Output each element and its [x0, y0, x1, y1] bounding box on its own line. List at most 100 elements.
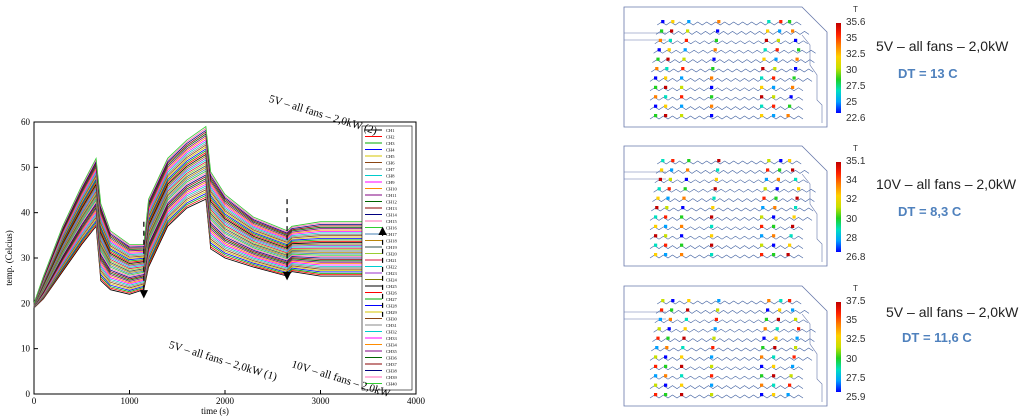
sensor-marker: [792, 355, 796, 359]
sensor-marker: [664, 364, 668, 368]
sensor-marker: [766, 29, 770, 33]
sensor-marker: [788, 243, 792, 247]
tube-row: [654, 40, 808, 45]
sensor-marker: [779, 20, 783, 24]
sensor-marker: [791, 29, 795, 33]
sensor-marker: [680, 393, 684, 397]
legend-label: CH38: [386, 368, 398, 373]
panel-3-dt: DT = 11,6 C: [902, 330, 972, 345]
sensor-marker: [666, 336, 670, 340]
sensor-marker: [760, 76, 764, 80]
tube-row: [652, 198, 815, 202]
color-scale-bar: [836, 23, 841, 113]
sensor-marker: [797, 327, 801, 331]
sensor-marker: [788, 383, 792, 387]
sensor-marker: [760, 253, 764, 257]
legend-label: CH3: [386, 141, 395, 146]
sensor-marker: [684, 38, 688, 42]
series-line: [33, 187, 393, 308]
series-line: [33, 159, 393, 306]
series-line: [33, 127, 393, 304]
x-tick-label: 2000: [216, 396, 235, 406]
series-line: [33, 136, 393, 305]
legend-label: CH7: [386, 167, 395, 172]
sensor-marker: [654, 114, 658, 118]
y-tick-label: 50: [21, 162, 31, 172]
sensor-marker: [710, 224, 714, 228]
tube-row: [649, 366, 804, 371]
panel-3-condition: 5V – all fans – 2,0kW: [886, 304, 1019, 320]
series-line: [33, 194, 393, 308]
legend-label: CH26: [386, 290, 398, 295]
sensor-marker: [795, 336, 799, 340]
sensor-marker: [666, 57, 670, 61]
sensor-marker: [667, 187, 671, 191]
tube-row: [657, 160, 802, 165]
sensor-marker: [760, 234, 764, 238]
sensor-marker: [655, 206, 659, 210]
panel-2-condition: 10V – all fans – 2,0kW: [876, 176, 1017, 192]
sensor-marker: [772, 364, 776, 368]
sensor-marker: [717, 20, 721, 24]
sensor-marker: [762, 196, 766, 200]
legend-label: CH17: [386, 232, 398, 237]
panel-1-condition: 5V – all fans – 2,0kW: [876, 38, 1009, 54]
sensor-marker: [664, 215, 668, 219]
legend-label: CH4: [386, 147, 395, 152]
sensor-marker: [680, 234, 684, 238]
series-line: [33, 168, 393, 307]
color-scale-tick: 35: [846, 33, 858, 44]
series-line: [33, 192, 393, 308]
sensor-marker: [794, 346, 798, 350]
sensor-marker: [761, 346, 765, 350]
legend-label: CH30: [386, 316, 398, 321]
series-line: [33, 189, 393, 308]
sensor-marker: [687, 299, 691, 303]
sensor-marker: [760, 85, 764, 89]
color-scale-title: T: [853, 5, 858, 14]
sensor-marker: [761, 206, 765, 210]
legend-label: CH23: [386, 271, 398, 276]
sensor-marker: [664, 76, 668, 80]
sensor-marker: [712, 57, 716, 61]
sensor-marker: [762, 336, 766, 340]
color-scale-title: T: [853, 144, 858, 153]
rack-frame: [801, 313, 823, 402]
legend-label: CH19: [386, 245, 398, 250]
y-tick-label: 30: [21, 253, 31, 263]
legend-label: CH15: [386, 219, 398, 224]
legend: [361, 125, 413, 391]
sensor-marker: [710, 104, 714, 108]
sensor-marker: [772, 355, 776, 359]
series-line: [33, 176, 393, 307]
tube-row: [651, 347, 814, 352]
legend-label: CH21: [386, 258, 397, 263]
sensor-marker: [795, 196, 799, 200]
series-line: [33, 151, 393, 306]
tube-row: [654, 319, 808, 324]
series-line: [33, 131, 393, 304]
sensor-marker: [710, 253, 714, 257]
tube-row: [649, 96, 804, 101]
x-tick-label: 3000: [312, 396, 331, 406]
sensor-marker: [661, 299, 665, 303]
color-scale-tick: 35: [846, 315, 858, 327]
sensor-marker: [654, 76, 658, 80]
sensor-marker: [680, 243, 684, 247]
sensor-marker: [772, 393, 776, 397]
series-line: [33, 133, 393, 304]
sensor-marker: [772, 114, 776, 118]
sensor-marker: [664, 383, 668, 387]
sensor-marker: [764, 177, 768, 181]
tube-row: [651, 68, 814, 73]
sensor-marker: [791, 364, 795, 368]
sensor-marker: [774, 336, 778, 340]
sensor-marker: [655, 346, 659, 350]
legend-label: CH5: [386, 154, 395, 159]
sensor-marker: [773, 206, 777, 210]
legend-label: CH40: [386, 381, 398, 386]
sensor-marker: [680, 95, 684, 99]
color-scale-tick: 34: [846, 175, 858, 187]
tube-row: [655, 170, 810, 174]
legend-label: CH8: [386, 173, 395, 178]
